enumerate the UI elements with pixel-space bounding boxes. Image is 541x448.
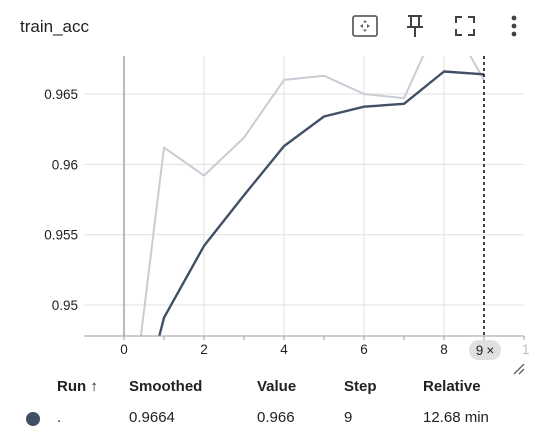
more-options-button[interactable] — [500, 12, 528, 40]
more-vert-icon — [511, 15, 517, 37]
x-tick-label-partial: 1 — [522, 342, 530, 357]
column-header-run[interactable]: Run ↑ — [57, 378, 98, 395]
run-name: . — [57, 409, 62, 426]
smoothed-series-line — [158, 70, 485, 336]
y-tick-label: 0.955 — [44, 228, 78, 243]
fit-domain-icon — [352, 15, 378, 37]
x-tick-label: 6 — [360, 342, 368, 357]
smoothed-value: 0.9664 — [129, 409, 175, 426]
pin-icon — [407, 15, 423, 37]
close-icon[interactable]: × — [486, 342, 495, 358]
relative-time: 12.68 min — [423, 409, 489, 426]
step-value: 9 — [344, 409, 353, 426]
chart-title: train_acc — [20, 17, 89, 36]
y-tick-label: 0.95 — [52, 298, 78, 313]
y-tick-label: 0.965 — [44, 87, 78, 102]
hover-step-badge[interactable]: 9 × — [469, 340, 501, 360]
raw-series-line — [139, 56, 485, 336]
x-tick-label: 2 — [200, 342, 208, 357]
hover-step-label: 9 — [475, 342, 484, 358]
x-tick-label: 0 — [120, 342, 128, 357]
run-color-swatch — [26, 412, 40, 426]
pin-button[interactable] — [401, 12, 429, 40]
x-tick-label: 4 — [280, 342, 288, 357]
x-tick-label: 8 — [440, 342, 448, 357]
fit-domain-button[interactable] — [351, 12, 379, 40]
fullscreen-button[interactable] — [451, 12, 479, 40]
column-header-smoothed: Smoothed — [129, 378, 203, 395]
y-tick-label: 0.96 — [52, 157, 78, 172]
fullscreen-icon — [455, 16, 475, 36]
column-header-step: Step — [344, 378, 377, 395]
resize-handle-icon — [513, 363, 525, 375]
column-header-value: Value — [257, 378, 297, 395]
raw-value: 0.966 — [257, 409, 295, 426]
column-header-relative: Relative — [423, 378, 481, 395]
